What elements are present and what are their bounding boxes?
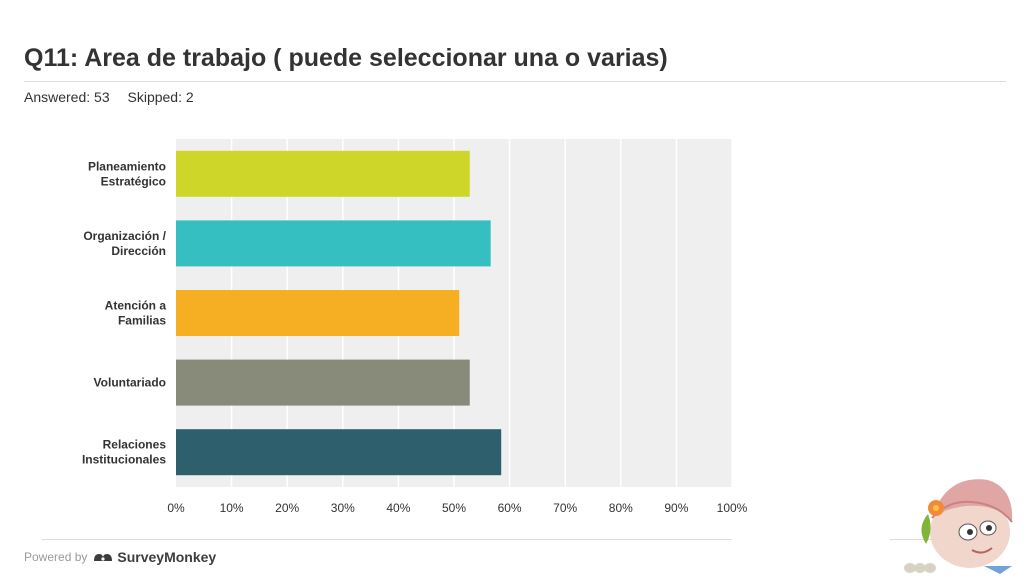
bar xyxy=(176,429,502,476)
x-tick-label: 70% xyxy=(553,501,577,515)
answered-count: Answered: 53 xyxy=(24,89,110,105)
category-label: Institucionales xyxy=(82,453,166,467)
x-tick-label: 60% xyxy=(498,501,522,515)
category-label: Dirección xyxy=(111,244,166,258)
category-label: Relaciones xyxy=(103,438,167,452)
x-tick-label: 10% xyxy=(220,501,244,515)
page-title: Q11: Area de trabajo ( puede seleccionar… xyxy=(24,44,668,72)
response-stats: Answered: 53 Skipped: 2 xyxy=(24,89,194,105)
x-tick-label: 0% xyxy=(167,501,185,515)
x-tick-label: 50% xyxy=(442,501,466,515)
category-label: Familias xyxy=(118,314,166,328)
x-tick-label: 100% xyxy=(717,501,748,515)
bar xyxy=(176,290,460,336)
bar xyxy=(176,359,470,406)
x-tick-label: 40% xyxy=(386,501,410,515)
x-tick-label: 80% xyxy=(609,501,633,515)
x-tick-label: 90% xyxy=(664,501,688,515)
category-label: Voluntariado xyxy=(94,376,166,390)
category-label: Planeamiento xyxy=(88,159,166,173)
surveymonkey-brand: SurveyMonkey xyxy=(117,549,217,565)
x-tick-label: 20% xyxy=(275,501,299,515)
powered-by-label: Powered by xyxy=(24,550,88,564)
bar xyxy=(176,220,491,267)
mascot-illustration xyxy=(904,479,1013,574)
skipped-count: Skipped: 2 xyxy=(127,89,194,105)
x-tick-label: 30% xyxy=(331,501,355,515)
category-label: Organización / xyxy=(83,229,166,243)
category-label: Estratégico xyxy=(101,174,166,188)
powered-by: Powered by SurveyMonkey xyxy=(24,549,216,565)
surveymonkey-logo-icon xyxy=(93,550,113,565)
bar xyxy=(176,150,470,197)
footer-divider xyxy=(42,539,732,540)
title-divider xyxy=(24,81,1006,82)
category-label: Atención a xyxy=(105,299,167,313)
